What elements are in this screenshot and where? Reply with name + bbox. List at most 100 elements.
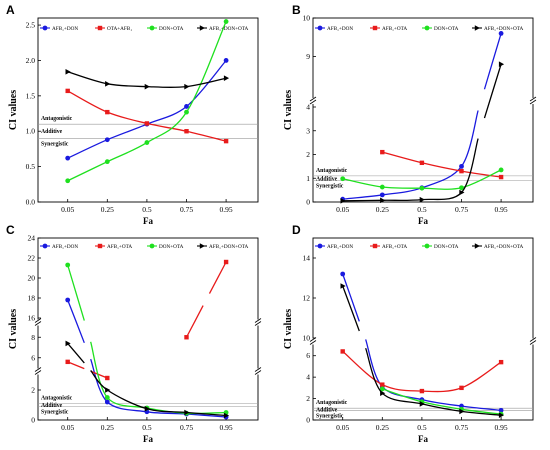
data-point [144, 83, 150, 90]
band-label-synergistic: Synergistic [316, 184, 344, 190]
panel-letter: B [292, 3, 301, 17]
panel-letter: C [6, 223, 15, 237]
data-point [184, 83, 190, 90]
y-tick-label: 18 [28, 294, 36, 303]
legend-label: AFB₁+DON [327, 244, 353, 250]
legend-label: AFB₁+DON [327, 26, 353, 32]
axis-break-mark [529, 340, 537, 345]
axis-break-gap [255, 368, 261, 375]
axis-break-gap [35, 368, 41, 375]
series-line [342, 273, 360, 322]
legend-entry: AFB₁+OTA [370, 25, 407, 32]
data-point [459, 168, 464, 174]
legend-label: DON+OTA [159, 26, 184, 32]
data-point [419, 185, 425, 191]
y-tick-label: 3 [306, 126, 310, 135]
chart-panel-a: A 0.0 0.5 1.0 1.5 2.0 2.5 0.05 0.25 0.5 0.75 0.95 Fa… [6, 3, 259, 226]
data-point [104, 395, 110, 400]
data-point [340, 198, 346, 204]
y-tick-label: 16 [28, 314, 36, 323]
data-point [459, 189, 465, 196]
legend-label: DON+OTA [159, 244, 184, 250]
data-point [65, 359, 70, 365]
data-point [144, 140, 150, 145]
data-point [223, 58, 229, 63]
panel-letter: A [6, 3, 15, 17]
axis-break-gap [35, 319, 41, 326]
series-3 [340, 61, 505, 204]
x-tick-label: 0.05 [61, 205, 74, 214]
legend-marker [317, 25, 323, 31]
x-tick-label: 0.95 [495, 205, 508, 214]
data-point [379, 192, 385, 198]
series-3 [65, 340, 230, 419]
data-point [419, 196, 425, 203]
y-tick-label: 12 [303, 294, 311, 303]
y-tick-label: 2.5 [26, 21, 36, 30]
band-label-antagonistic: Antagonistic [316, 168, 348, 174]
legend-entry: AFB₁+DON+OTA [472, 25, 523, 32]
series-line [67, 342, 85, 364]
y-axis-label: CI values [8, 309, 19, 349]
y-tick-label: 0 [306, 416, 310, 425]
y-tick-label: 2 [306, 394, 310, 403]
data-point [65, 340, 71, 347]
axis-break-gap [530, 338, 536, 345]
x-tick-label: 0.75 [180, 423, 193, 432]
data-point [498, 174, 504, 180]
axis-break-mark [529, 337, 537, 342]
x-axis-label: Fa [418, 216, 428, 226]
x-axis-label: Fa [143, 216, 153, 226]
axis-break-mark [529, 99, 537, 105]
series-3 [340, 283, 505, 418]
legend-entry: OTA+AFB₁ [95, 25, 132, 32]
y-tick-label: 2.0 [26, 56, 36, 65]
data-point [65, 262, 71, 268]
data-point [104, 159, 110, 165]
data-point [104, 137, 110, 143]
x-tick-label: 0.05 [336, 423, 349, 432]
axis-break-gap [255, 319, 261, 326]
data-point [419, 388, 425, 394]
legend-label: AFB₁+DON [52, 244, 78, 250]
axis-break-mark [34, 321, 42, 326]
legend-marker [42, 25, 48, 31]
data-point [459, 163, 464, 169]
band-label-synergistic: Synergistic [41, 141, 69, 147]
legend-entry: AFB₁+DON+OTA [197, 243, 248, 250]
legend-label: AFB₁+DON+OTA [484, 26, 523, 32]
series-line [90, 370, 227, 417]
plot-frame [37, 237, 259, 421]
series-1 [65, 88, 229, 144]
data-point [340, 349, 345, 354]
axis-break-mark [254, 318, 262, 323]
band-label-synergistic: Synergistic [316, 413, 344, 419]
data-point [223, 19, 229, 24]
legend-entry: DON+OTA [147, 243, 184, 250]
series-2 [65, 19, 229, 184]
series-line [90, 358, 227, 418]
legend-label: AFB₁+DON [52, 26, 78, 32]
axis-break-mark [309, 96, 317, 102]
x-tick-label: 0.95 [220, 205, 233, 214]
legend-label: AFB₁+OTA [107, 244, 132, 250]
data-point [379, 386, 385, 392]
panel-letter: D [292, 223, 301, 237]
x-tick-label: 0.75 [455, 205, 468, 214]
data-point [498, 167, 504, 173]
x-tick-label: 0.75 [455, 423, 468, 432]
legend-entry: DON+OTA [422, 25, 459, 32]
data-point [223, 75, 230, 81]
x-axis-label: Fa [418, 434, 428, 444]
y-tick-label: 0 [306, 198, 310, 207]
y-tick-label: 8 [31, 333, 35, 342]
data-point [340, 271, 346, 277]
legend-entry: AFB₁+DON [40, 243, 78, 250]
y-tick-label: 24 [28, 234, 36, 243]
x-tick-label: 0.25 [101, 423, 114, 432]
series-0 [65, 297, 229, 420]
y-axis-label: CI values [8, 90, 19, 130]
series-2 [65, 262, 229, 416]
legend-marker [199, 25, 205, 31]
legend-label: DON+OTA [434, 244, 459, 250]
